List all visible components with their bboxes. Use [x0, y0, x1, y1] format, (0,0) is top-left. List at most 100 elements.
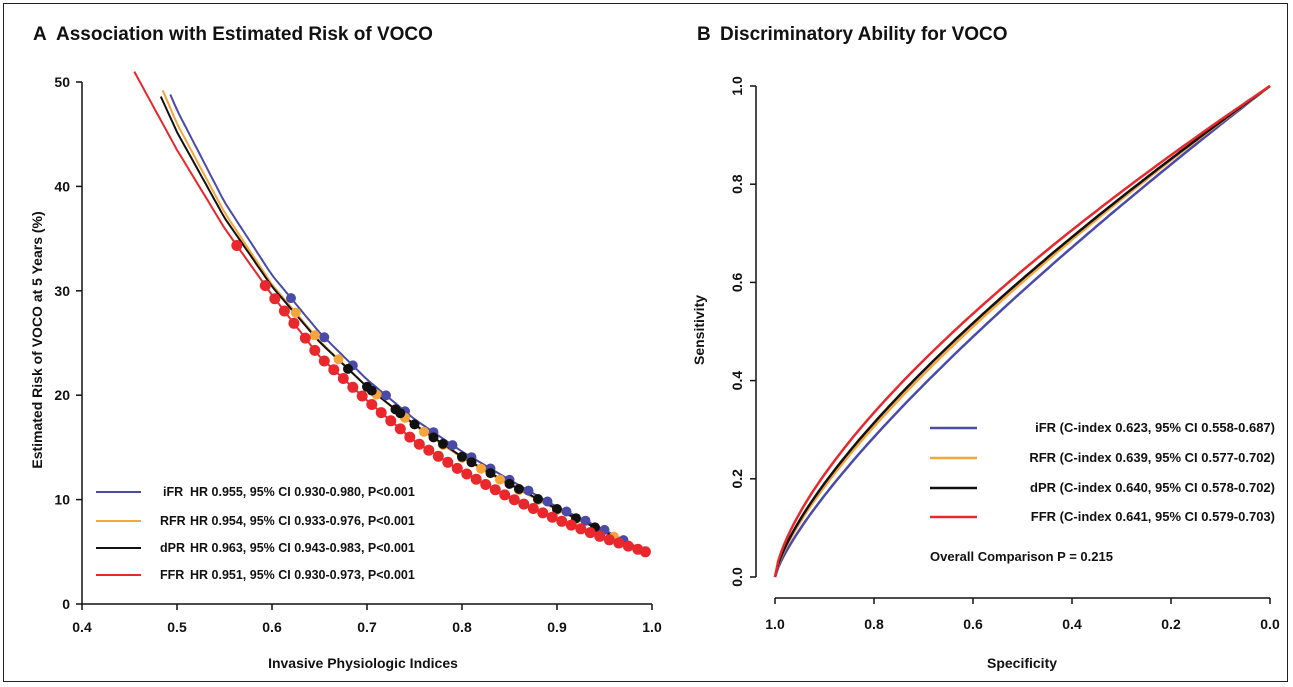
panel-b-xtick-label: 0.2: [1161, 616, 1181, 632]
legend-b-label-rfr: RFR (C-index 0.639, 95% CI 0.577-0.702): [1029, 450, 1275, 465]
panel-a-point-ffr: [594, 530, 606, 542]
panel-b-xtick-label: 0.0: [1260, 616, 1280, 632]
panel-a-point-ifr: [542, 496, 553, 507]
panel-a-xtick-label: 1.0: [642, 619, 662, 635]
panel-a-point-ffr: [278, 305, 290, 317]
panel-a-point-ifr: [381, 390, 391, 401]
panel-a-point-ffr: [413, 438, 425, 450]
panel-a-point-dpr: [457, 451, 467, 462]
panel-a-point-dpr: [514, 484, 524, 494]
panel-a-point-ffr: [499, 489, 511, 501]
panel-a-xtick-label: 0.4: [72, 619, 92, 635]
panel-a-point-ffr: [584, 527, 596, 539]
panel-a-point-ffr: [575, 523, 587, 535]
panel-a-point-rfr: [419, 426, 429, 437]
legend-a-name-ifr: iFR: [163, 485, 183, 499]
panel-a-point-dpr: [552, 504, 562, 514]
panel-a-point-dpr: [438, 438, 448, 449]
panel-b-roc-rfr: [773, 84, 1271, 578]
panel-a-point-ffr: [385, 415, 397, 427]
panel-a-point-ffr: [299, 332, 311, 344]
panel-a-xtick-label: 0.7: [357, 619, 377, 635]
panel-a-point-dpr: [504, 478, 515, 489]
panel-a-point-dpr: [366, 385, 377, 396]
panel-b-legend: iFR (C-index 0.623, 95% CI 0.558-0.687) …: [930, 420, 1275, 564]
panel-b-xtick-label: 1.0: [765, 616, 785, 632]
legend-a-stat-rfr: HR 0.954, 95% CI 0.933-0.976, P<0.001: [190, 514, 415, 528]
panel-a-point-ffr: [556, 515, 568, 527]
panel-a-line-rfr: [161, 90, 646, 553]
legend-a-name-rfr: RFR: [160, 514, 186, 528]
panel-a-ytick-label: 50: [54, 74, 70, 90]
panel-a-point-ffr: [259, 280, 271, 292]
panel-a-point-ifr: [561, 506, 572, 517]
panel-b-ytick-label: 0.4: [729, 371, 745, 391]
panel-a-ytick-label: 30: [54, 283, 70, 299]
panel-a-point-ffr: [451, 462, 463, 474]
legend-a-stat-ifr: HR 0.955, 95% CI 0.930-0.980, P<0.001: [190, 485, 415, 499]
panel-a-point-ffr: [518, 498, 530, 510]
panel-b-ytick-label: 1.0: [729, 76, 745, 96]
figure-frame: [3, 3, 1288, 682]
panel-a-point-ffr: [639, 546, 651, 558]
legend-b-label-ffr: FFR (C-index 0.641, 95% CI 0.579-0.703): [1031, 509, 1275, 524]
panel-a-point-dpr: [409, 419, 420, 430]
panel-a-point-ffr: [489, 484, 501, 496]
panel-a-line-ifr: [169, 94, 646, 553]
panel-a-point-dpr: [395, 408, 406, 419]
panel-b-xlabel: Specificity: [987, 655, 1057, 671]
panel-a-point-ffr: [546, 511, 558, 523]
legend-a-stat-ffr: HR 0.951, 95% CI 0.930-0.973, P<0.001: [190, 568, 415, 582]
legend-a-name-ffr: FFR: [160, 568, 184, 582]
panel-a-point-ffr: [423, 444, 435, 456]
panel-a-point-ffr: [337, 373, 349, 384]
panel-b-roc-dpr: [773, 84, 1271, 578]
panel-b-xtick-label: 0.4: [1062, 616, 1082, 632]
panel-a-point-ffr: [288, 317, 300, 329]
panel-a-point-ffr: [442, 456, 454, 468]
panel-a-point-dpr: [485, 468, 496, 479]
panel-b-xtick-label: 0.8: [864, 616, 884, 632]
panel-a-point-ffr: [375, 407, 387, 419]
panel-a-point-ffr: [404, 431, 416, 443]
panel-a-xtick-label: 0.6: [262, 619, 282, 635]
panel-a-ytick-label: 20: [54, 387, 70, 403]
panel-b-roc-ffr: [773, 84, 1271, 578]
panel-b-ytick-label: 0.0: [729, 567, 745, 587]
panel-a-point-rfr: [495, 474, 505, 485]
panel-a-point-ffr: [622, 540, 634, 552]
panel-a-point-rfr: [333, 354, 344, 365]
panel-a-legend: iFR HR 0.955, 95% CI 0.930-0.980, P<0.00…: [96, 485, 415, 582]
panel-a-point-ffr: [527, 503, 539, 514]
panel-a-point-ffr: [565, 519, 577, 531]
panel-b-title: Discriminatory Ability for VOCO: [720, 24, 1008, 45]
legend-a-stat-dpr: HR 0.963, 95% CI 0.943-0.983, P<0.001: [190, 541, 415, 555]
panel-b-plot: 1.0 0.8 0.6 0.4 0.2 0.0 0.0 0.2 0.4 0.6 0.8 1.0: [729, 76, 1280, 632]
panel-a-point-dpr: [533, 494, 543, 504]
panel-b-ytick-label: 0.6: [729, 272, 745, 292]
panel-a-ytick-label: 40: [54, 178, 70, 194]
panel-a-line-dpr: [159, 96, 646, 553]
panel-b-roc-ifr: [773, 85, 1271, 578]
panel-a-point-rfr: [309, 330, 320, 341]
panel-a-line-ffr: [133, 71, 646, 553]
panel-a-point-ffr: [508, 494, 520, 506]
panel-a-point-ffr: [461, 468, 473, 480]
panel-a-xtick-label: 0.9: [547, 619, 567, 635]
panel-a-ytick-label: 10: [54, 492, 70, 508]
panel-a-point-rfr: [290, 307, 301, 318]
panel-a-point-ffr: [432, 450, 444, 462]
panel-a-point-ffr: [309, 344, 321, 356]
panel-b-letter: B: [697, 24, 711, 45]
panel-a-point-dpr: [343, 363, 353, 374]
overall-comparison-annotation: Overall Comparison P = 0.215: [930, 549, 1113, 564]
panel-a-point-ifr: [580, 515, 591, 526]
legend-b-label-ifr: iFR (C-index 0.623, 95% CI 0.558-0.687): [1035, 420, 1275, 435]
panel-a-point-ifr: [447, 440, 458, 451]
panel-a-point-ffr: [318, 355, 330, 367]
panel-a-point-dpr: [466, 457, 477, 468]
panel-a-point-dpr: [428, 432, 439, 443]
panel-a-plot: 0.4 0.5 0.6 0.7 0.8 0.9 1.0 0 10 20 30 40 50: [54, 71, 662, 635]
panel-a-point-ffr: [356, 390, 368, 402]
panel-a-point-rfr: [476, 463, 486, 474]
